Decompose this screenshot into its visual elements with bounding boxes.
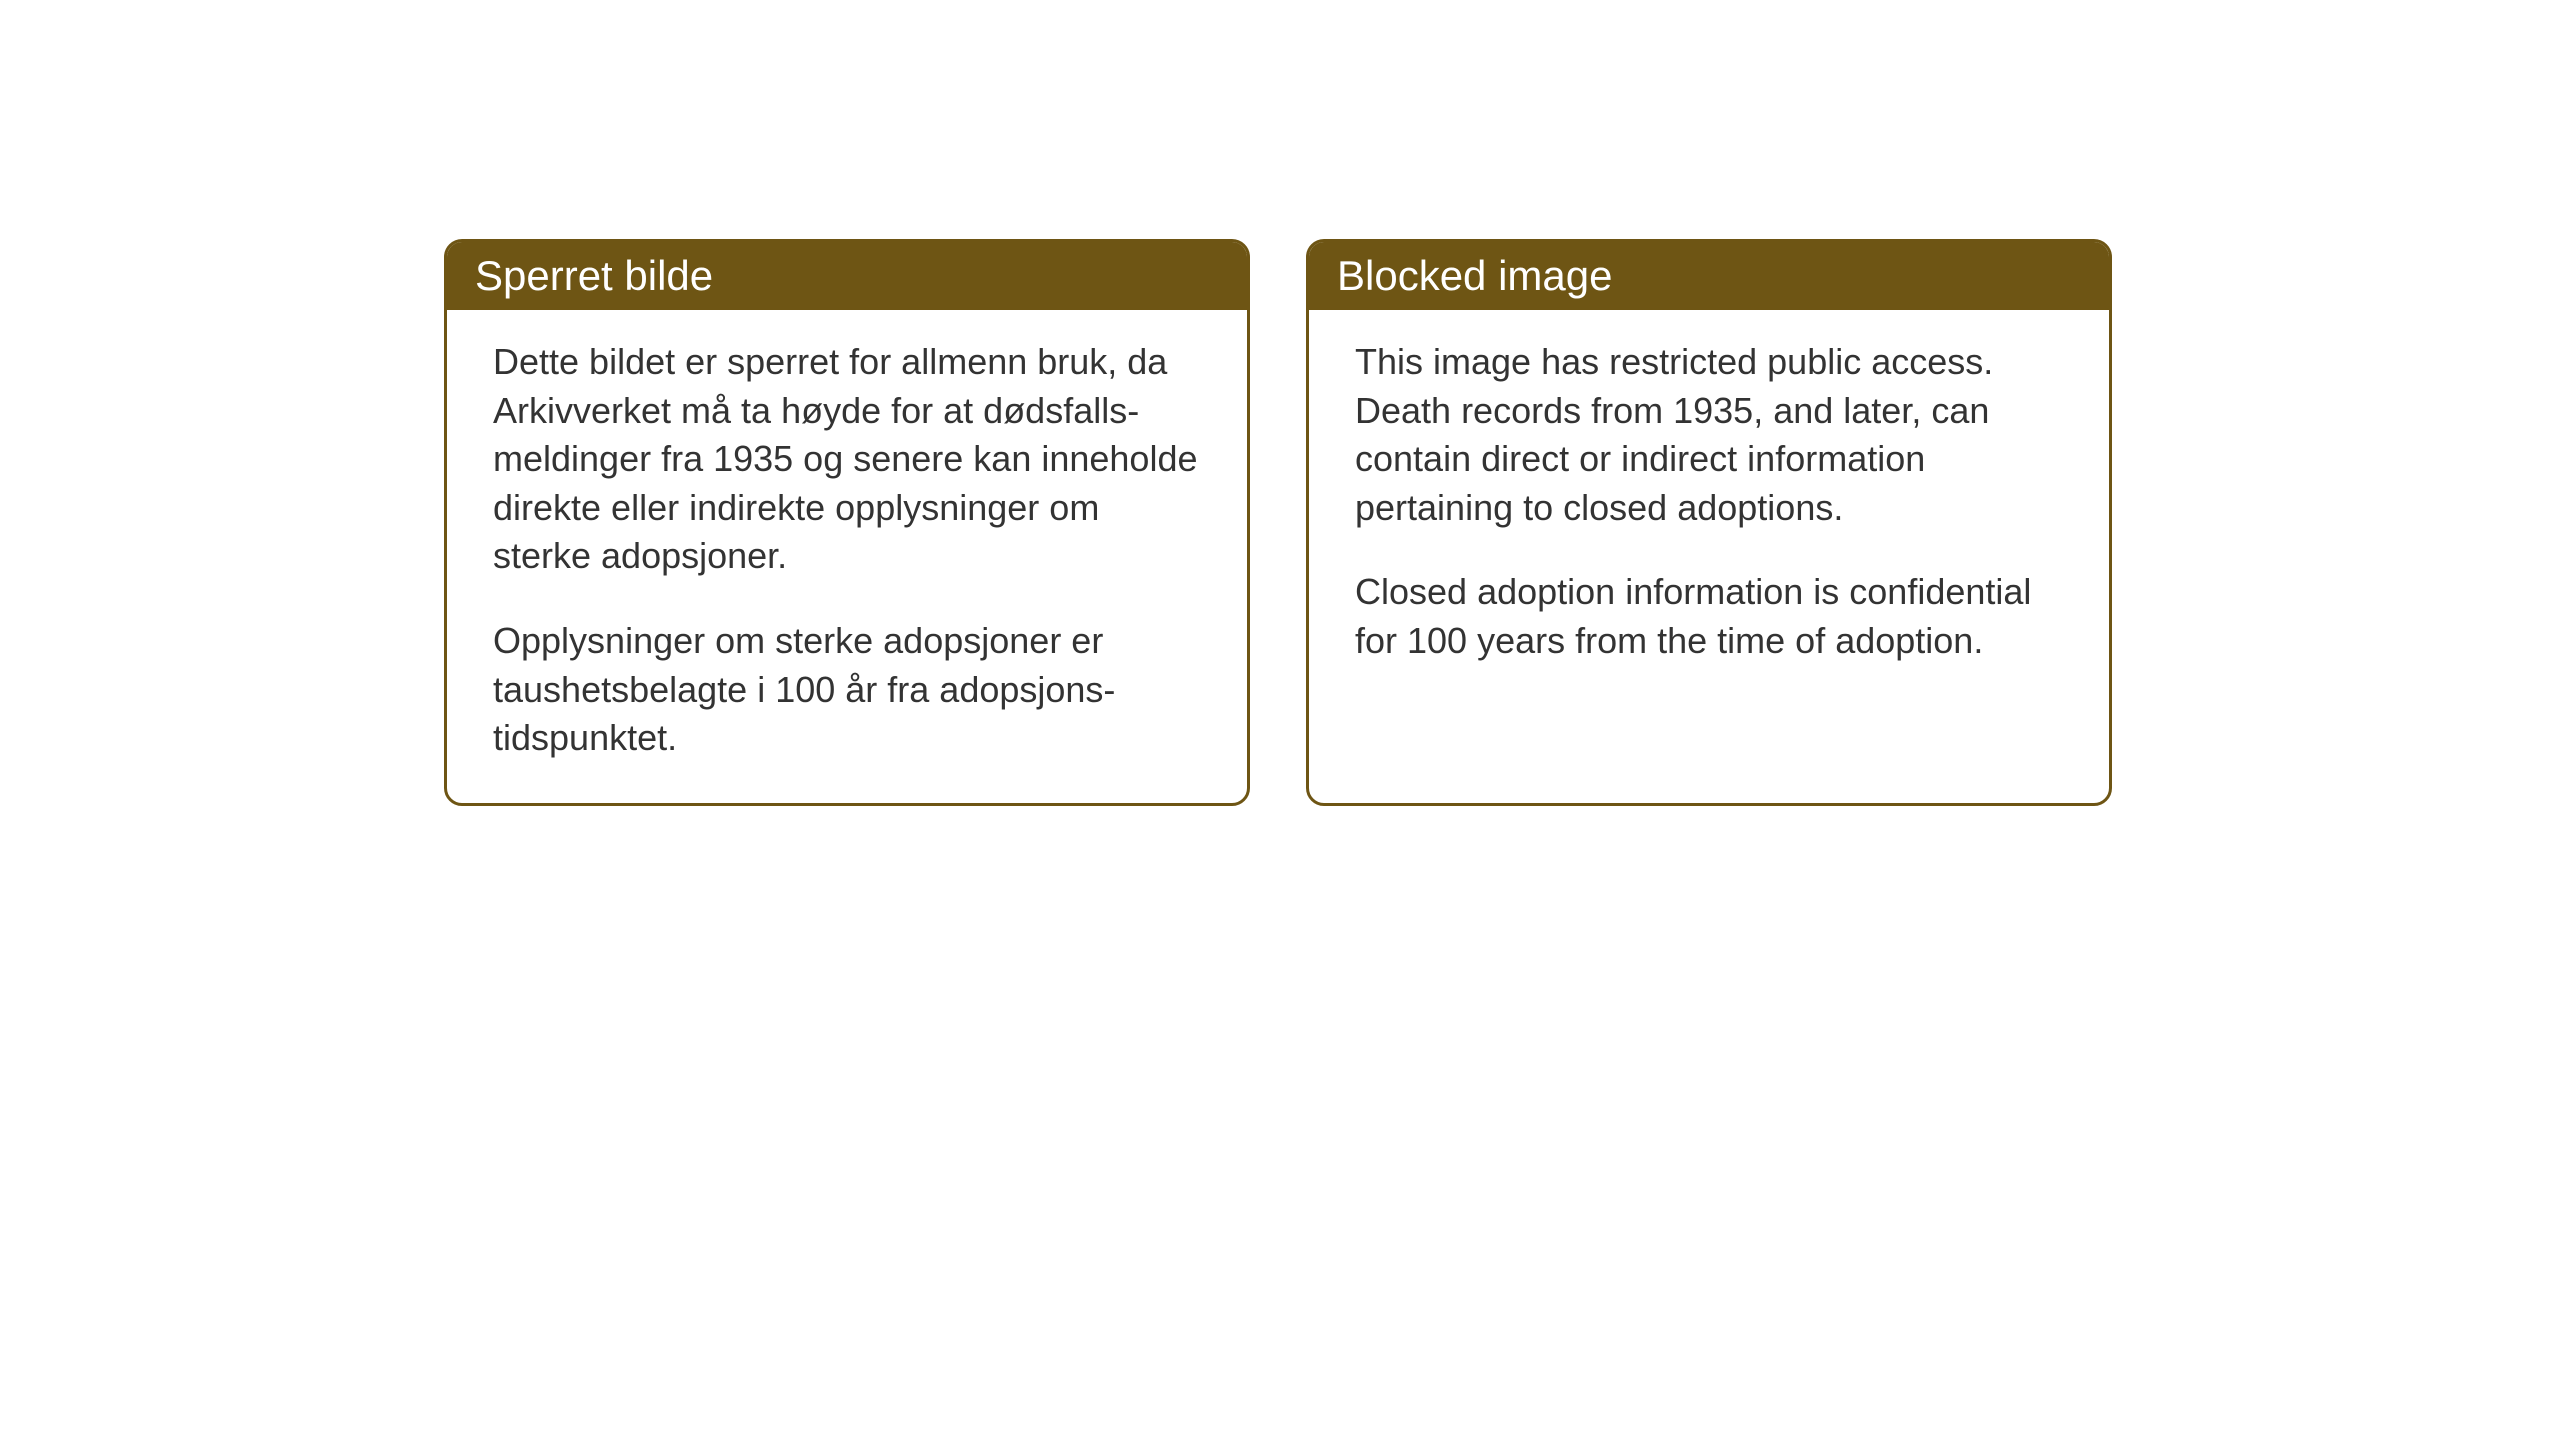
card-body-norwegian: Dette bildet er sperret for allmenn bruk… xyxy=(447,310,1247,803)
card-title: Blocked image xyxy=(1337,252,1612,299)
card-body-english: This image has restricted public access.… xyxy=(1309,310,2109,746)
card-paragraph: Closed adoption information is confident… xyxy=(1355,568,2063,665)
card-title: Sperret bilde xyxy=(475,252,713,299)
notice-card-english: Blocked image This image has restricted … xyxy=(1306,239,2112,806)
card-paragraph: Opplysninger om sterke adopsjoner er tau… xyxy=(493,617,1201,763)
card-paragraph: Dette bildet er sperret for allmenn bruk… xyxy=(493,338,1201,581)
notice-container: Sperret bilde Dette bildet er sperret fo… xyxy=(444,239,2112,806)
card-paragraph: This image has restricted public access.… xyxy=(1355,338,2063,532)
card-header-english: Blocked image xyxy=(1309,242,2109,310)
notice-card-norwegian: Sperret bilde Dette bildet er sperret fo… xyxy=(444,239,1250,806)
card-header-norwegian: Sperret bilde xyxy=(447,242,1247,310)
